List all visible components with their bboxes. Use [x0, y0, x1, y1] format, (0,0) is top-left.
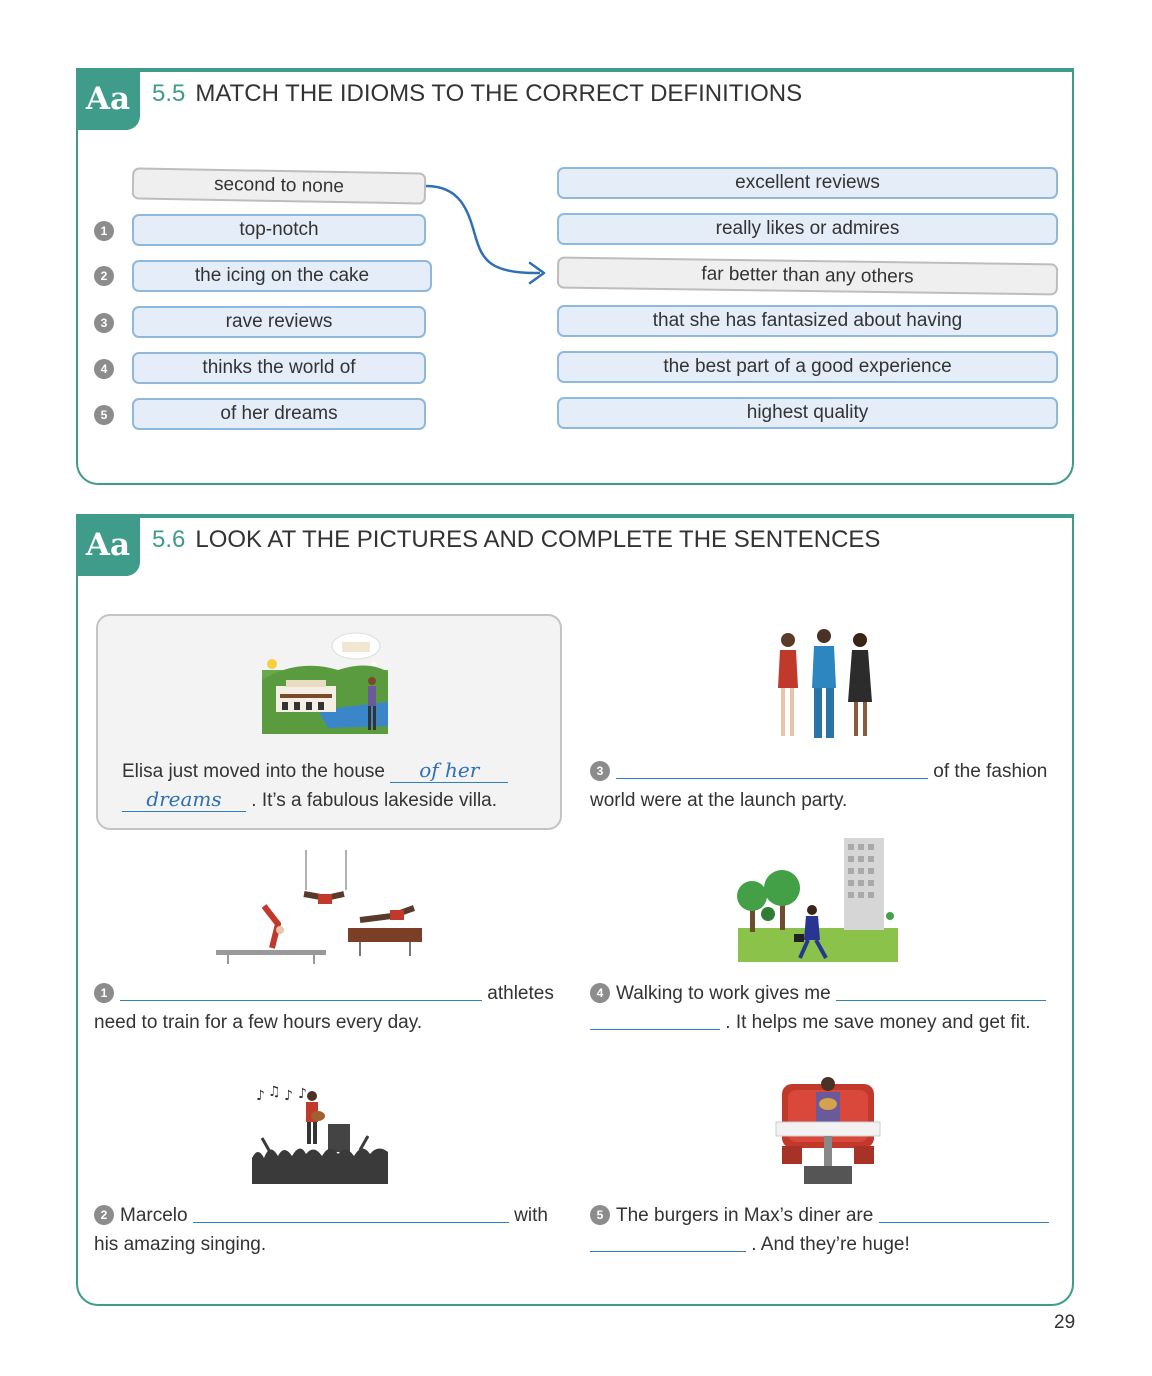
idiom-4[interactable]: thinks the world of: [132, 352, 426, 384]
exercise-number: 5.5: [152, 80, 186, 107]
concert-picture: ♪ ♫ ♪ ♪: [252, 1084, 388, 1184]
item-5-line2: . And they’re huge!: [590, 1230, 910, 1260]
item-4-line1: 4 Walking to work gives me: [590, 979, 1046, 1009]
item-1-text-after: athletes: [487, 983, 554, 1004]
item-2-line1: 2 Marcelo with: [94, 1201, 548, 1231]
item-3-text-after: of the fashion: [933, 761, 1048, 782]
definition-2[interactable]: really likes or admires: [557, 213, 1058, 245]
walking-to-work-picture: [737, 838, 898, 962]
vocabulary-aa-icon: Aa: [76, 68, 140, 130]
item-4-text-before: Walking to work gives me: [616, 983, 831, 1004]
svg-text:♪: ♪: [298, 1086, 307, 1102]
example-arrow: [425, 184, 546, 285]
item-2-blank[interactable]: [192, 1202, 509, 1223]
diner-burger-picture: [775, 1077, 881, 1184]
svg-text:♪: ♪: [284, 1088, 293, 1104]
item-1-line1: 1 athletes: [94, 979, 554, 1009]
svg-text:♫: ♫: [268, 1084, 281, 1100]
exercise-number: 5.6: [152, 526, 186, 553]
idiom-number-3: 3: [94, 313, 114, 333]
exercise-5-5-panel: Aa 5.5 MATCH THE IDIOMS TO THE CORRECT DE…: [76, 68, 1074, 485]
gymnasts-picture: [216, 850, 422, 964]
example-text-after: . It’s a fabulous lakeside villa.: [251, 790, 498, 811]
exercise-heading: MATCH THE IDIOMS TO THE CORRECT DEFINITI…: [195, 80, 803, 107]
definition-6[interactable]: highest quality: [557, 397, 1058, 429]
example-answer-part2: dreams: [122, 787, 246, 812]
item-number-4: 4: [590, 983, 610, 1003]
example-sentence-line1: Elisa just moved into the house of her: [122, 757, 509, 787]
item-5-blank-a[interactable]: [878, 1202, 1049, 1223]
item-5-text-after: . And they’re huge!: [751, 1234, 910, 1255]
item-3-blank[interactable]: [616, 758, 928, 779]
exercise-5-6-panel: Aa 5.6 LOOK AT THE PICTURES AND COMPLETE …: [76, 514, 1074, 1306]
exercise-heading: LOOK AT THE PICTURES AND COMPLETE THE SE…: [195, 526, 881, 553]
item-1-line2: need to train for a few hours every day.: [94, 1012, 423, 1033]
definition-5[interactable]: the best part of a good experience: [557, 351, 1058, 383]
example-answer-part1: of her: [390, 758, 509, 783]
exercise-title: 5.5 MATCH THE IDIOMS TO THE CORRECT DEFIN…: [152, 80, 802, 108]
item-4-line2: . It helps me save money and get fit.: [590, 1008, 1031, 1038]
idiom-number-5: 5: [94, 405, 114, 425]
idiom-number-2: 2: [94, 266, 114, 286]
idiom-number-4: 4: [94, 359, 114, 379]
idiom-2[interactable]: the icing on the cake: [132, 260, 432, 292]
example-idiom: second to none: [131, 167, 427, 205]
item-number-2: 2: [94, 1205, 114, 1225]
svg-text:♪: ♪: [256, 1088, 265, 1104]
item-2-text-before: Marcelo: [120, 1205, 188, 1226]
vocabulary-aa-icon: Aa: [76, 514, 140, 576]
item-5-text-before: The burgers in Max’s diner are: [616, 1205, 874, 1226]
item-2-text-after: with: [514, 1205, 548, 1226]
definition-4[interactable]: that she has fantasized about having: [557, 305, 1058, 337]
idiom-3[interactable]: rave reviews: [132, 306, 426, 338]
item-4-blank-a[interactable]: [835, 980, 1046, 1001]
exercise-title: 5.6 LOOK AT THE PICTURES AND COMPLETE THE…: [152, 526, 880, 554]
villa-picture: [262, 632, 388, 734]
definition-1[interactable]: excellent reviews: [557, 167, 1058, 199]
item-5-line1: 5 The burgers in Max’s diner are: [590, 1201, 1049, 1231]
item-4-text-after: . It helps me save money and get fit.: [725, 1012, 1031, 1033]
idiom-number-1: 1: [94, 221, 114, 241]
page-number: 29: [1054, 1312, 1076, 1333]
idiom-1[interactable]: top-notch: [132, 214, 426, 246]
item-4-blank-b[interactable]: [590, 1009, 720, 1030]
example-text-before: Elisa just moved into the house: [122, 761, 385, 782]
item-2-line2: his amazing singing.: [94, 1234, 267, 1255]
item-3-line1: 3 of the fashion: [590, 757, 1047, 787]
item-number-1: 1: [94, 983, 114, 1003]
item-number-3: 3: [590, 761, 610, 781]
example-sentence-line2: dreams . It’s a fabulous lakeside villa.: [122, 786, 497, 816]
item-1-blank[interactable]: [120, 980, 482, 1001]
item-3-line2: world were at the launch party.: [590, 790, 848, 811]
item-number-5: 5: [590, 1205, 610, 1225]
item-5-blank-b[interactable]: [590, 1231, 746, 1252]
fashion-people-picture: [778, 629, 872, 738]
idiom-5[interactable]: of her dreams: [132, 398, 426, 430]
